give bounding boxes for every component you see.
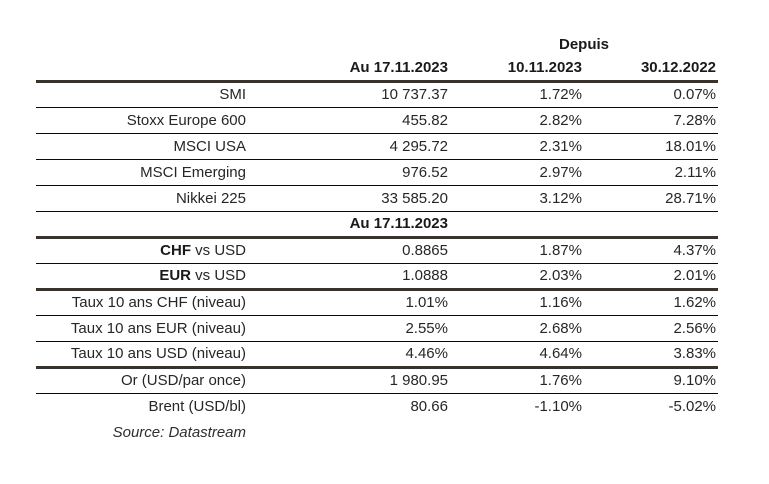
value-since-week: 2.68% [450,315,584,342]
row-label: Or (USD/par once) [36,367,248,394]
row-stoxx-europe-600: Stoxx Europe 600 455.82 2.82% 7.28% [36,107,719,134]
value-since-week: 2.82% [450,107,584,134]
value-since-week: 4.64% [450,341,584,369]
value-level: 4.46% [248,341,450,369]
value-level: 33 585.20 [248,185,450,212]
value-since-year: 2.56% [584,315,719,342]
row-label: Brent (USD/bl) [148,397,246,415]
row-label: Taux 10 ans USD (niveau) [36,341,248,369]
row-label: MSCI Emerging [36,159,248,186]
row-label: Taux 10 ans EUR (niveau) [36,315,248,342]
value-level: 2.55% [248,315,450,342]
value-since-year: 2.01% [584,263,719,291]
value-since-year: 28.71% [584,185,719,212]
row-label: EUR vs USD [36,263,248,291]
value-since-year: 7.28% [584,107,719,134]
value-since-year: 1.62% [584,289,719,316]
value-since-week: 1.87% [450,237,584,264]
document-page: Depuis Au 17.11.2023 10.11.2023 30.12.20… [36,33,719,443]
value-level: 4 295.72 [248,133,450,160]
section-header-au-date: Au 17.11.2023 [248,211,450,239]
value-level: 1.01% [248,289,450,316]
row-label: Taux 10 ans CHF (niveau) [36,289,248,316]
value-since-week: 2.03% [450,263,584,291]
value-level: 1.0888 [248,263,450,291]
value-level: 455.82 [248,107,450,134]
market-data-table: Depuis Au 17.11.2023 10.11.2023 30.12.20… [36,33,719,443]
row-label: Stoxx Europe 600 [36,107,248,134]
section-header-row: Au 17.11.2023 [36,211,719,239]
row-nikkei-225: Nikkei 225 33 585.20 3.12% 28.71% [36,185,719,212]
column-header-since-week: 10.11.2023 [450,55,584,83]
row-brent: Brent (USD/bl) 80.66 -1.10% -5.02% [36,393,718,419]
row-or: Or (USD/par once) 1 980.95 1.76% 9.10% [36,367,719,394]
value-since-year: 3.83% [584,341,719,369]
value-level: 976.52 [248,159,450,186]
value-since-week: 2.97% [450,159,584,186]
value-since-week: 3.12% [450,185,584,212]
row-taux-10-ans-eur: Taux 10 ans EUR (niveau) 2.55% 2.68% 2.5… [36,315,719,342]
row-label: SMI [36,81,248,108]
value-since-year: 2.11% [584,159,719,186]
depuis-header: Depuis [559,35,610,53]
row-taux-10-ans-usd: Taux 10 ans USD (niveau) 4.46% 4.64% 3.8… [36,341,719,369]
value-since-week: 1.16% [450,289,584,316]
value-since-year: 9.10% [584,367,719,394]
value-since-week: 1.76% [450,367,584,394]
source-note: Source: Datastream [112,424,246,441]
row-label: Nikkei 225 [36,185,248,212]
value-since-week: -1.10% [534,397,582,415]
row-taux-10-ans-chf: Taux 10 ans CHF (niveau) 1.01% 1.16% 1.6… [36,289,719,316]
row-msci-usa: MSCI USA 4 295.72 2.31% 18.01% [36,133,719,160]
value-level: 0.8865 [248,237,450,264]
value-since-week: 1.72% [450,81,584,108]
column-header-since-year: 30.12.2022 [584,55,719,83]
row-label: MSCI USA [36,133,248,160]
column-header-au-date: Au 17.11.2023 [248,55,450,83]
row-msci-emerging: MSCI Emerging 976.52 2.97% 2.11% [36,159,719,186]
value-since-year: 18.01% [584,133,719,160]
row-chf-vs-usd: CHF vs USD 0.8865 1.87% 4.37% [36,237,719,264]
value-since-year: 4.37% [584,237,719,264]
value-since-week: 2.31% [450,133,584,160]
value-since-year: -5.02% [668,397,717,415]
depuis-header-row: Depuis [36,33,718,55]
value-level: 80.66 [410,397,448,415]
row-smi: SMI 10 737.37 1.72% 0.07% [36,81,719,108]
value-level: 10 737.37 [248,81,450,108]
value-level: 1 980.95 [248,367,450,394]
row-eur-vs-usd: EUR vs USD 1.0888 2.03% 2.01% [36,263,719,291]
row-label: CHF vs USD [36,237,248,264]
value-since-year: 0.07% [584,81,719,108]
source-row: Source: Datastream [36,419,718,443]
column-header-row: Au 17.11.2023 10.11.2023 30.12.2022 [36,55,719,83]
